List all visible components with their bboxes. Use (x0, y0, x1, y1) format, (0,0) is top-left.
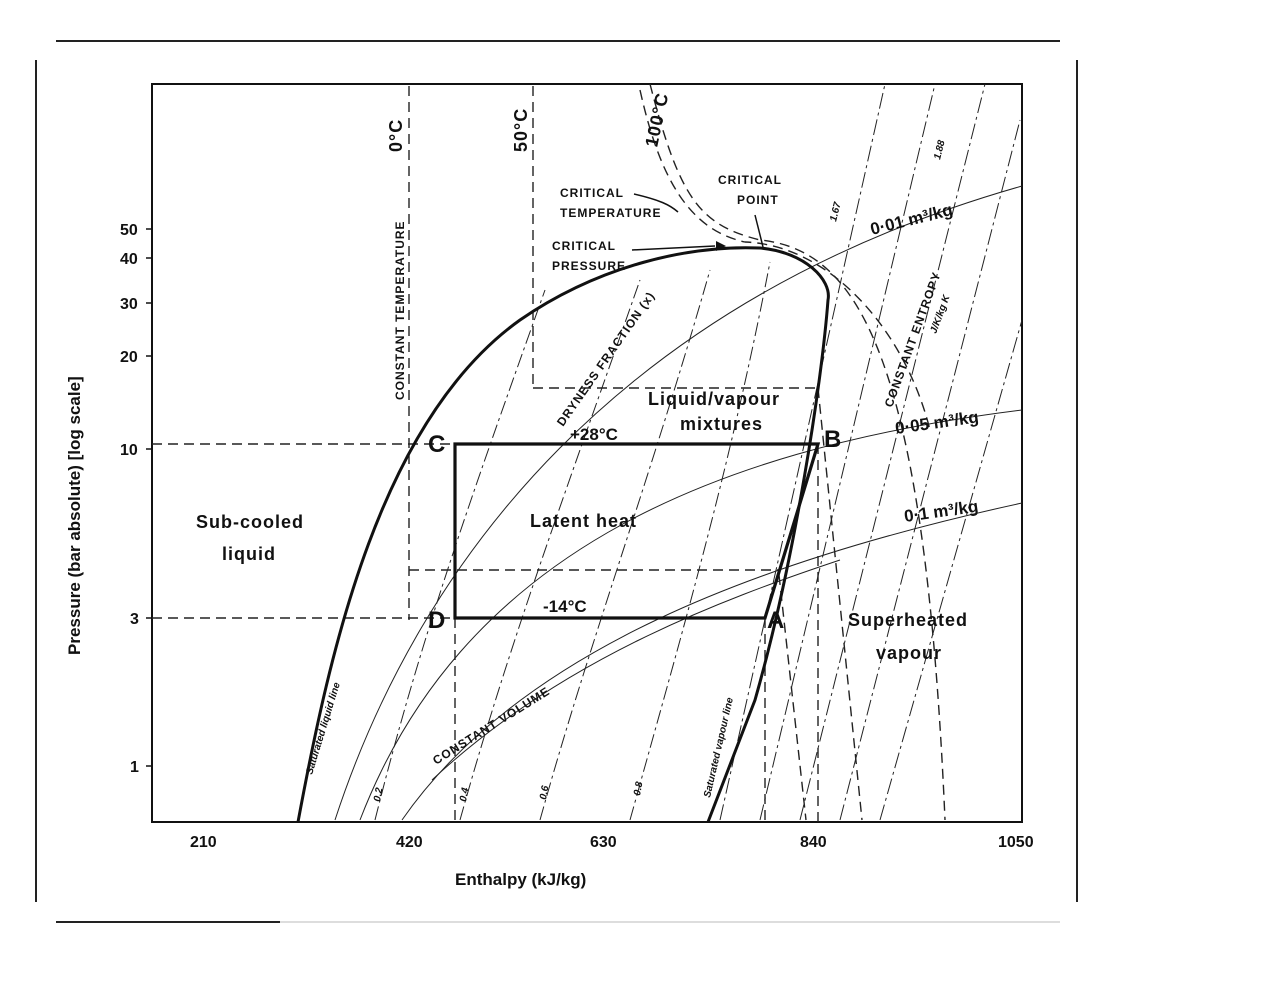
plot-area (151, 83, 1023, 823)
isotherm-50c-label: 50°C (511, 108, 531, 152)
isotherm-0c-label: 0°C (386, 119, 406, 152)
y-tick-label-20: 20 (120, 349, 138, 366)
critical-pressure-pointer (631, 245, 716, 251)
liquid-vapour-label-2: mixtures (680, 414, 763, 434)
critical-pressure-label-1: CRITICAL (552, 239, 616, 253)
y-tick-label-3: 3 (130, 611, 139, 628)
point-d: D (428, 607, 445, 634)
critical-temperature-pointer (633, 193, 679, 213)
dryness-line-08 (629, 261, 771, 821)
y-tick-label-40: 40 (120, 251, 138, 268)
dryness-08-label: 0.8 (632, 780, 645, 796)
refrigeration-cycle (453, 442, 821, 620)
volume-line-001 (334, 185, 1023, 821)
isotherm-100c (649, 83, 946, 821)
entropy-line-3 (799, 83, 986, 821)
y-axis-title: Pressure (bar absolute) [log scale] (65, 376, 84, 655)
volume-005-label: 0·05 m³/kg (894, 407, 980, 438)
point-b: B (824, 426, 841, 453)
entropy-188-label: 1.88 (932, 139, 947, 161)
latent-heat-label: Latent heat (530, 511, 637, 531)
isotherm-0c-vapour (778, 574, 807, 821)
entropy-line-4 (839, 119, 1021, 821)
critical-pressure-label-2: PRESSURE (552, 259, 626, 273)
point-a: A (767, 607, 784, 634)
y-tick-label-1: 1 (130, 759, 139, 776)
isotherm-50c-vapour (817, 387, 863, 821)
x-tick-label-840: 840 (800, 834, 827, 851)
point-c: C (428, 431, 445, 458)
dryness-line-04 (459, 279, 641, 821)
superheated-label-1: Superheated (848, 610, 968, 630)
critical-point-label-1: CRITICAL (718, 173, 782, 187)
condensing-temperature: +28°C (570, 425, 618, 444)
volume-001-label: 0·01 m³/kg (868, 200, 954, 239)
y-tick-label-50: 50 (120, 222, 138, 239)
critical-temperature-label-2: TEMPERATURE (560, 206, 661, 220)
volume-line-005 (359, 409, 1023, 821)
evaporating-temperature: -14°C (543, 597, 587, 616)
x-tick-label-1050: 1050 (998, 834, 1034, 851)
dryness-fraction-label: DRYNESS FRACTION (x) (554, 289, 658, 429)
dryness-line-06 (539, 269, 711, 821)
subcooled-label-2: liquid (222, 544, 276, 564)
dryness-02-label: 0.2 (372, 786, 385, 802)
entropy-line-5 (879, 319, 1023, 821)
x-tick-label-420: 420 (396, 834, 423, 851)
critical-pressure-arrowhead (716, 241, 726, 251)
y-axis (146, 228, 152, 767)
critical-temperature-label-1: CRITICAL (560, 186, 624, 200)
dryness-04-label: 0.4 (458, 786, 471, 802)
x-tick-label-210: 210 (190, 834, 217, 851)
superheated-label-2: vapour (876, 643, 942, 663)
critical-point-label-2: POINT (737, 193, 779, 207)
x-tick-label-630: 630 (590, 834, 617, 851)
liquid-vapour-label-1: Liquid/vapour (648, 389, 780, 409)
isotherm-100c-label: 100°C (641, 91, 672, 149)
entropy-167-label: 1.67 (828, 201, 843, 223)
subcooled-label-1: Sub-cooled (196, 512, 304, 532)
volume-line-const (431, 559, 841, 781)
constant-temperature-label: CONSTANT TEMPERATURE (393, 220, 407, 400)
x-axis-title: Enthalpy (kJ/kg) (455, 870, 586, 889)
isotherm-critical (639, 89, 931, 431)
y-tick-label-10: 10 (120, 442, 138, 459)
y-tick-label-30: 30 (120, 296, 138, 313)
constant-entropy-label: CONSTANT ENTROPY (882, 270, 944, 409)
saturated-vapour-label: Saturated vapour line (702, 696, 736, 799)
dryness-06-label: 0.6 (538, 784, 551, 800)
constant-volume-label: CONSTANT VOLUME (430, 684, 552, 768)
critical-point-pointer (754, 214, 764, 248)
saturation-dome (296, 246, 830, 823)
entropy-line-2 (759, 83, 936, 821)
entropy-line-1 (719, 83, 886, 821)
